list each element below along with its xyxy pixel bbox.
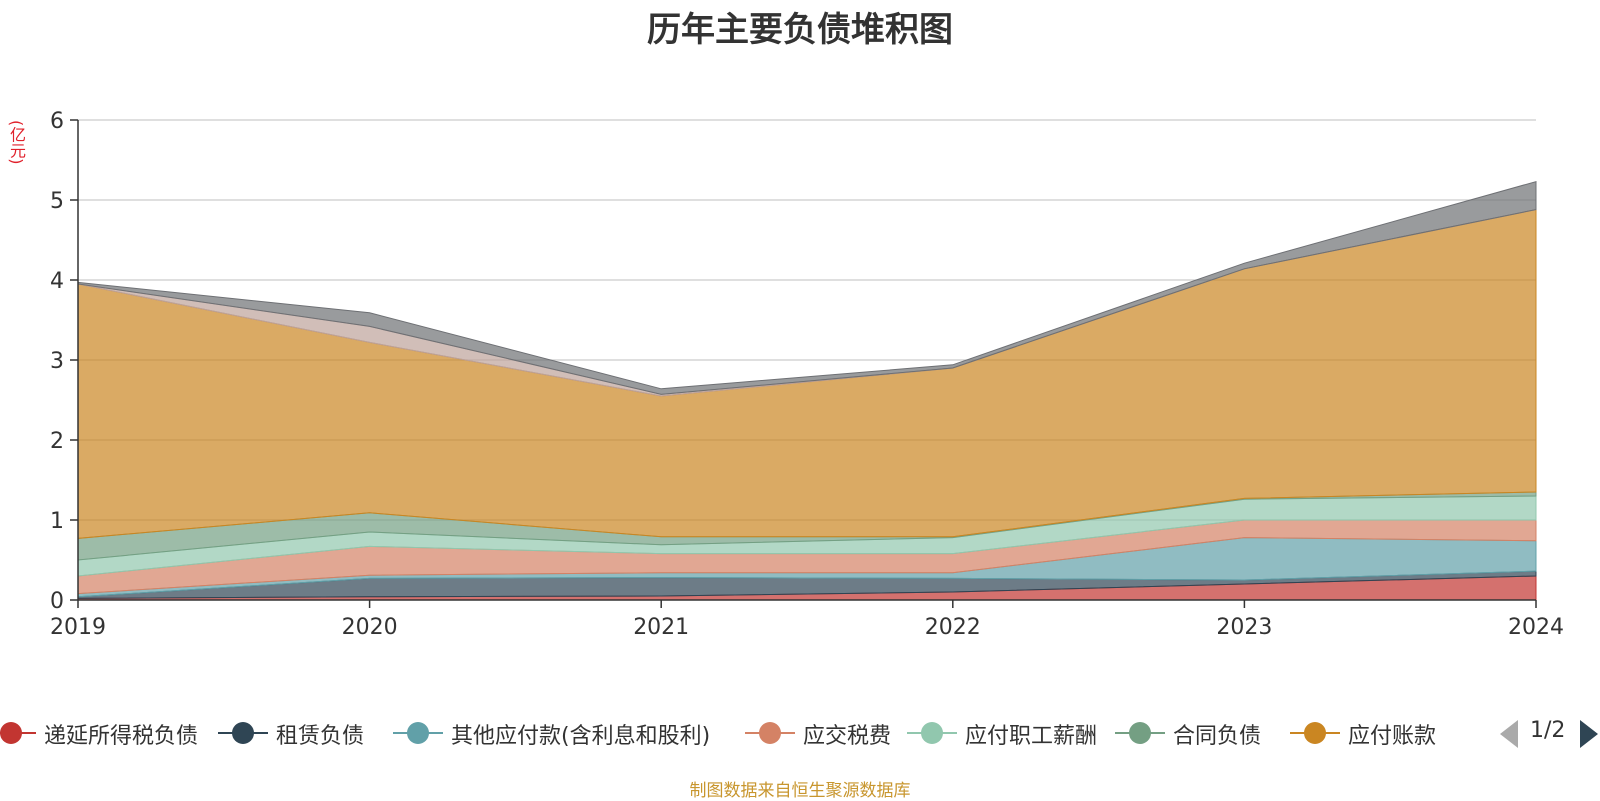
area-series-8 [77,180,1537,395]
legend-label: 递延所得税负债 [44,724,199,749]
y-tick-label: 4 [50,269,64,294]
legend-item[interactable]: 应付职工薪酬 [907,708,1115,758]
y-tick-label: 6 [50,109,64,134]
x-tick-label: 2024 [1508,615,1564,640]
chart-title: 历年主要负债堆积图 [647,10,953,50]
x-tick-label: 2022 [925,615,981,640]
chart-legend: 递延所得税负债 租赁负债 其他应付款(含利息和股利) 应交税费 应付职工薪酬 合同负债 应付… [0,708,1496,758]
legend-item[interactable]: 其他应付款(含利息和股利) [393,708,745,758]
legend-label: 应交税费 [803,724,892,749]
legend-dot-icon [759,722,781,744]
y-tick-label: 0 [50,589,64,614]
y-tick-label: 5 [50,189,64,214]
y-tick-label: 3 [50,349,64,374]
y-tick-label: 1 [50,509,64,534]
legend-label: 合同负债 [1173,724,1262,749]
legend-dot-icon [232,722,254,744]
legend-label: 应付账款 [1348,724,1437,749]
legend-dot-icon [1304,722,1326,744]
legend-item[interactable]: 合同负债 [1115,708,1290,758]
legend-prev-page-icon[interactable] [1500,720,1518,748]
y-axis-unit-label: (亿元) [7,120,26,165]
legend-item[interactable]: 应付账款 [1290,708,1450,758]
y-tick-label: 2 [50,429,64,454]
legend-dot-icon [1129,722,1151,744]
legend-next-page-icon[interactable] [1580,720,1598,748]
legend-pager: 1/2 [1500,714,1600,754]
legend-label: 其他应付款(含利息和股利) [451,724,711,749]
legend-page-number: 1/2 [1530,718,1566,743]
stacked-area-chart: 0 1 2 3 4 5 6 2019 2020 2021 2022 2023 2024 [50,109,1564,640]
legend-item[interactable]: 应交税费 [745,708,907,758]
legend-label: 租赁负债 [276,724,365,749]
x-tick-label: 2023 [1216,615,1272,640]
legend-item[interactable]: 递延所得税负债 [0,708,218,758]
x-tick-label: 2020 [342,615,398,640]
legend-dot-icon [407,722,429,744]
legend-dot-icon [0,722,22,744]
legend-item[interactable]: 租赁负债 [218,708,393,758]
legend-label: 应付职工薪酬 [965,724,1098,749]
x-tick-label: 2021 [633,615,689,640]
data-source-note: 制图数据来自恒生聚源数据库 [689,781,911,801]
area-series-6 [77,208,1537,539]
legend-dot-icon [921,722,943,744]
x-tick-label: 2019 [50,615,106,640]
